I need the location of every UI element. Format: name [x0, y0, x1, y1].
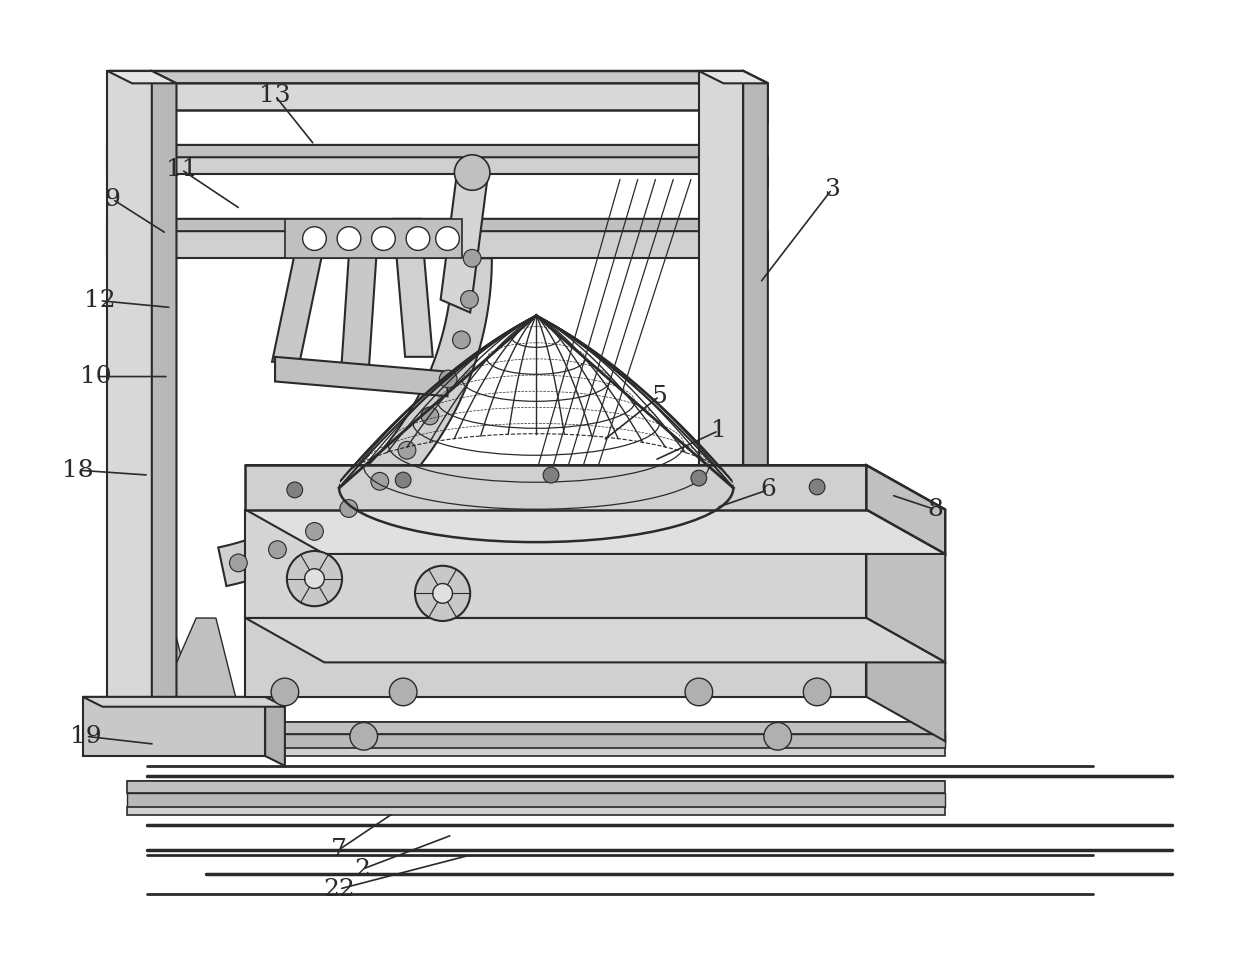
Polygon shape	[108, 145, 743, 175]
Polygon shape	[265, 697, 285, 766]
Polygon shape	[151, 71, 176, 729]
Text: 22: 22	[324, 877, 355, 900]
Polygon shape	[246, 510, 867, 618]
Circle shape	[389, 678, 417, 705]
Text: 6: 6	[760, 479, 776, 502]
Polygon shape	[341, 254, 377, 372]
Circle shape	[764, 723, 791, 750]
Polygon shape	[108, 219, 743, 259]
Circle shape	[810, 479, 825, 495]
Text: 3: 3	[823, 178, 839, 201]
Circle shape	[439, 371, 458, 388]
Polygon shape	[128, 808, 945, 815]
Polygon shape	[743, 71, 768, 635]
Polygon shape	[128, 734, 945, 748]
Circle shape	[372, 227, 396, 250]
Text: 8: 8	[928, 498, 944, 521]
Polygon shape	[275, 357, 448, 397]
Polygon shape	[108, 71, 151, 717]
Polygon shape	[246, 618, 867, 697]
Polygon shape	[393, 219, 433, 357]
Polygon shape	[128, 722, 945, 734]
Polygon shape	[867, 465, 945, 554]
Text: 11: 11	[166, 158, 197, 181]
Text: 2: 2	[353, 858, 370, 881]
Polygon shape	[83, 697, 285, 706]
Polygon shape	[246, 465, 945, 510]
Circle shape	[684, 678, 713, 705]
Circle shape	[269, 540, 286, 559]
Polygon shape	[161, 618, 236, 697]
Polygon shape	[108, 219, 768, 232]
Circle shape	[371, 473, 388, 490]
Polygon shape	[246, 618, 945, 662]
Circle shape	[464, 249, 481, 267]
Polygon shape	[128, 748, 945, 756]
Polygon shape	[743, 219, 768, 270]
Polygon shape	[83, 697, 265, 756]
Circle shape	[337, 227, 361, 250]
Circle shape	[305, 522, 324, 540]
Polygon shape	[108, 71, 176, 83]
Polygon shape	[285, 219, 463, 259]
Text: 5: 5	[651, 385, 667, 408]
Text: 7: 7	[331, 839, 347, 861]
Polygon shape	[743, 71, 768, 123]
Circle shape	[453, 331, 470, 348]
Polygon shape	[118, 618, 191, 697]
Polygon shape	[699, 71, 768, 83]
Text: 12: 12	[84, 290, 115, 312]
Circle shape	[691, 470, 707, 486]
Text: 18: 18	[62, 458, 94, 482]
Polygon shape	[867, 510, 945, 662]
Text: 1: 1	[711, 419, 727, 442]
Circle shape	[350, 723, 377, 750]
Circle shape	[396, 472, 410, 488]
Circle shape	[422, 407, 439, 425]
Text: 10: 10	[79, 365, 112, 388]
Circle shape	[303, 227, 326, 250]
Polygon shape	[218, 259, 492, 586]
Circle shape	[435, 227, 459, 250]
Circle shape	[454, 154, 490, 190]
Polygon shape	[108, 145, 768, 157]
Text: 9: 9	[104, 187, 120, 210]
Circle shape	[286, 482, 303, 498]
Polygon shape	[867, 618, 945, 741]
Circle shape	[286, 551, 342, 606]
Polygon shape	[108, 71, 768, 83]
Polygon shape	[128, 781, 945, 793]
Circle shape	[305, 568, 325, 589]
Circle shape	[407, 227, 430, 250]
Circle shape	[460, 290, 479, 308]
Circle shape	[398, 441, 415, 459]
Polygon shape	[246, 510, 945, 554]
Polygon shape	[246, 465, 867, 510]
Text: 13: 13	[259, 84, 291, 107]
Circle shape	[340, 500, 357, 517]
Circle shape	[272, 678, 299, 705]
Polygon shape	[699, 71, 743, 623]
Polygon shape	[108, 71, 743, 110]
Polygon shape	[440, 170, 487, 313]
Circle shape	[229, 554, 247, 572]
Text: 19: 19	[69, 725, 102, 748]
Polygon shape	[128, 793, 945, 808]
Circle shape	[804, 678, 831, 705]
Circle shape	[415, 565, 470, 621]
Polygon shape	[272, 254, 322, 362]
Polygon shape	[743, 145, 768, 187]
Circle shape	[433, 584, 453, 603]
Circle shape	[543, 467, 559, 483]
